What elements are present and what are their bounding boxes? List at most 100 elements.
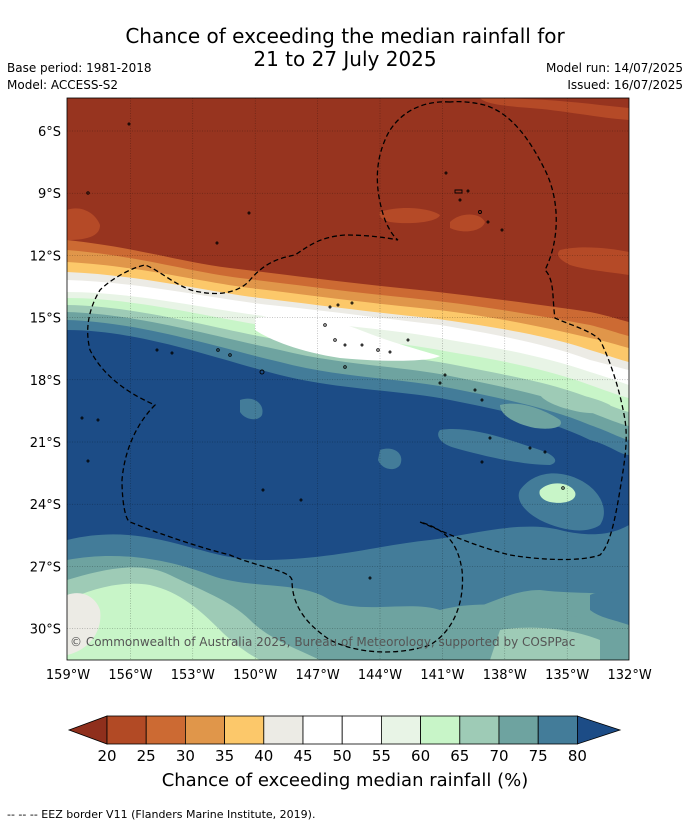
island bbox=[170, 351, 174, 355]
copyright-text: © Commonwealth of Australia 2025, Bureau… bbox=[70, 635, 575, 649]
colorbar: 20 25 30 35 40 45 50 55 60 65 70 75 80 bbox=[67, 715, 622, 765]
lon-label: 147°W bbox=[296, 668, 340, 683]
patch-white-central bbox=[255, 315, 440, 361]
island bbox=[488, 436, 492, 440]
lat-label: 21°S bbox=[30, 436, 61, 451]
island bbox=[478, 210, 482, 214]
lon-label: 156°W bbox=[108, 668, 152, 683]
island bbox=[406, 338, 410, 342]
issued-text: Issued: 16/07/2025 bbox=[567, 78, 683, 92]
colorbar-tick: 30 bbox=[176, 747, 195, 765]
patch-steel-2 bbox=[378, 448, 402, 470]
colorbar-tick: 75 bbox=[529, 747, 548, 765]
lon-label: 159°W bbox=[46, 668, 90, 683]
lon-label: 150°W bbox=[233, 668, 277, 683]
colorbar-tick: 65 bbox=[450, 747, 469, 765]
colorbar-arrow-high bbox=[577, 715, 622, 745]
colorbar-arrow-low bbox=[67, 715, 108, 745]
island bbox=[261, 488, 265, 492]
map-title-line2: 21 to 27 July 2025 bbox=[253, 47, 437, 71]
island bbox=[247, 211, 251, 215]
gridlines bbox=[67, 98, 629, 660]
patch-red-central bbox=[379, 208, 440, 224]
patch-teal-1 bbox=[500, 403, 561, 429]
island bbox=[543, 450, 547, 454]
latitude-labels: 6°S 9°S 12°S 15°S 18°S 21°S 24°S 27°S 30°S bbox=[30, 125, 61, 638]
patch-red-northeast bbox=[480, 98, 629, 120]
patch-steel-southeast bbox=[590, 591, 629, 625]
island bbox=[500, 228, 504, 232]
band-lightgreen-south bbox=[67, 583, 260, 660]
island bbox=[486, 220, 490, 224]
patch-steel-3 bbox=[438, 429, 556, 465]
lat-label: 18°S bbox=[30, 374, 61, 389]
colorbar-tick: 25 bbox=[137, 747, 156, 765]
lat-label: 9°S bbox=[38, 187, 61, 202]
colorbar-tick: 40 bbox=[254, 747, 273, 765]
island bbox=[96, 418, 100, 422]
lat-label: 6°S bbox=[38, 125, 61, 140]
colorbar-segment bbox=[224, 715, 265, 745]
colorbar-segment bbox=[145, 715, 186, 745]
lat-label: 15°S bbox=[30, 312, 61, 327]
island bbox=[376, 348, 380, 352]
colorbar-tick: 20 bbox=[97, 747, 116, 765]
islands bbox=[80, 122, 565, 580]
lat-label: 24°S bbox=[30, 498, 61, 513]
colorbar-segment bbox=[302, 715, 343, 745]
colorbar-tick: 50 bbox=[333, 747, 352, 765]
lon-label: 153°W bbox=[171, 668, 215, 683]
island bbox=[80, 416, 84, 420]
colorbar-segment bbox=[459, 715, 500, 745]
colorbar-tick: 70 bbox=[489, 747, 508, 765]
island bbox=[480, 460, 484, 464]
island bbox=[360, 343, 364, 347]
colorbar-tick: 80 bbox=[568, 747, 587, 765]
eez-footnote: -- -- -- EEZ border V11 (Flanders Marine… bbox=[7, 808, 316, 821]
eez-borders bbox=[87, 100, 627, 653]
colorbar-tick: 55 bbox=[372, 747, 391, 765]
island bbox=[458, 198, 462, 202]
colorbar-segment bbox=[420, 715, 461, 745]
island bbox=[299, 498, 303, 502]
island bbox=[336, 303, 340, 307]
island bbox=[454, 189, 463, 194]
patch-red-west bbox=[67, 208, 100, 240]
patch-steel-1 bbox=[240, 398, 263, 420]
colorbar-segment bbox=[498, 715, 539, 745]
island bbox=[343, 343, 347, 347]
island bbox=[350, 301, 354, 305]
lon-label: 138°W bbox=[483, 668, 527, 683]
map-title-line1: Chance of exceeding the median rainfall … bbox=[125, 24, 565, 48]
lon-label: 144°W bbox=[358, 668, 402, 683]
model-text: Model: ACCESS-S2 bbox=[7, 78, 119, 92]
island bbox=[323, 323, 327, 327]
band-grey-southwest bbox=[67, 593, 101, 655]
colorbar-title: Chance of exceeding median rainfall (%) bbox=[161, 770, 529, 791]
colorbar-tick: 60 bbox=[411, 747, 430, 765]
colorbar-tick: 35 bbox=[215, 747, 234, 765]
patch-seagreen-1 bbox=[540, 393, 611, 414]
island bbox=[438, 381, 442, 385]
colorbar-tick: 45 bbox=[293, 747, 312, 765]
meta-right: Model run: 14/07/2025 Issued: 16/07/2025 bbox=[546, 60, 683, 94]
island bbox=[155, 348, 159, 352]
island bbox=[388, 350, 392, 354]
eez-french-polynesia bbox=[87, 100, 627, 653]
island bbox=[528, 446, 532, 450]
lat-label: 27°S bbox=[30, 560, 61, 575]
map-frame bbox=[66, 97, 630, 661]
lon-label: 141°W bbox=[420, 668, 464, 683]
island bbox=[561, 486, 565, 490]
island bbox=[333, 338, 337, 342]
patch-red-small bbox=[450, 214, 485, 232]
island bbox=[328, 305, 332, 309]
island bbox=[368, 576, 372, 580]
colorbar-segment bbox=[106, 715, 147, 745]
island bbox=[216, 348, 220, 352]
lon-label: 135°W bbox=[545, 668, 589, 683]
patch-red-east bbox=[558, 247, 629, 275]
lat-label: 12°S bbox=[30, 249, 61, 264]
colorbar-segment bbox=[263, 715, 304, 745]
